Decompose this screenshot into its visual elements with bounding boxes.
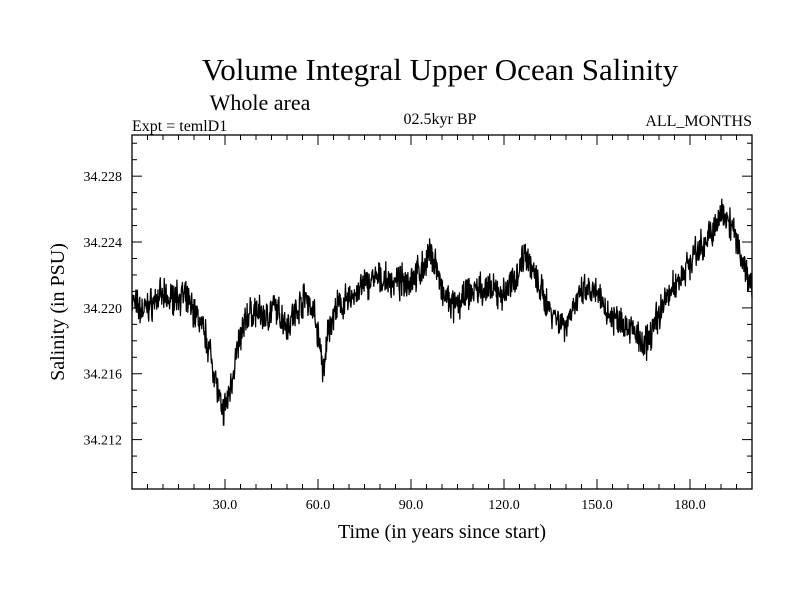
y-tick-label: 34.228 bbox=[84, 170, 123, 185]
x-tick-label: 60.0 bbox=[306, 498, 331, 513]
period-label: 02.5kyr BP bbox=[404, 111, 477, 128]
x-tick-label: 120.0 bbox=[488, 498, 520, 513]
x-tick-label: 150.0 bbox=[581, 498, 613, 513]
months-label: ALL_MONTHS bbox=[645, 113, 752, 130]
axis-tick-labels: 30.0 60.0 90.0 120.0 150.0 180.0 34.212 34.216 3… bbox=[84, 170, 706, 513]
chart-title: Volume Integral Upper Ocean Salinity bbox=[202, 52, 679, 87]
y-tick-label: 34.216 bbox=[84, 368, 123, 383]
y-tick-label: 34.212 bbox=[84, 434, 123, 449]
experiment-label: Expt = temlD1 bbox=[132, 118, 227, 135]
salinity-series-line bbox=[131, 198, 753, 426]
x-tick-label: 90.0 bbox=[399, 498, 424, 513]
axis-ticks bbox=[132, 135, 752, 489]
x-tick-label: 30.0 bbox=[213, 498, 238, 513]
x-tick-label: 180.0 bbox=[674, 498, 706, 513]
y-tick-label: 34.220 bbox=[84, 302, 123, 317]
chart-subtitle: Whole area bbox=[210, 90, 311, 115]
y-tick-label: 34.224 bbox=[84, 236, 123, 251]
y-axis-label: Salinity (in PSU) bbox=[47, 243, 69, 381]
x-axis-label: Time (in years since start) bbox=[338, 521, 546, 543]
